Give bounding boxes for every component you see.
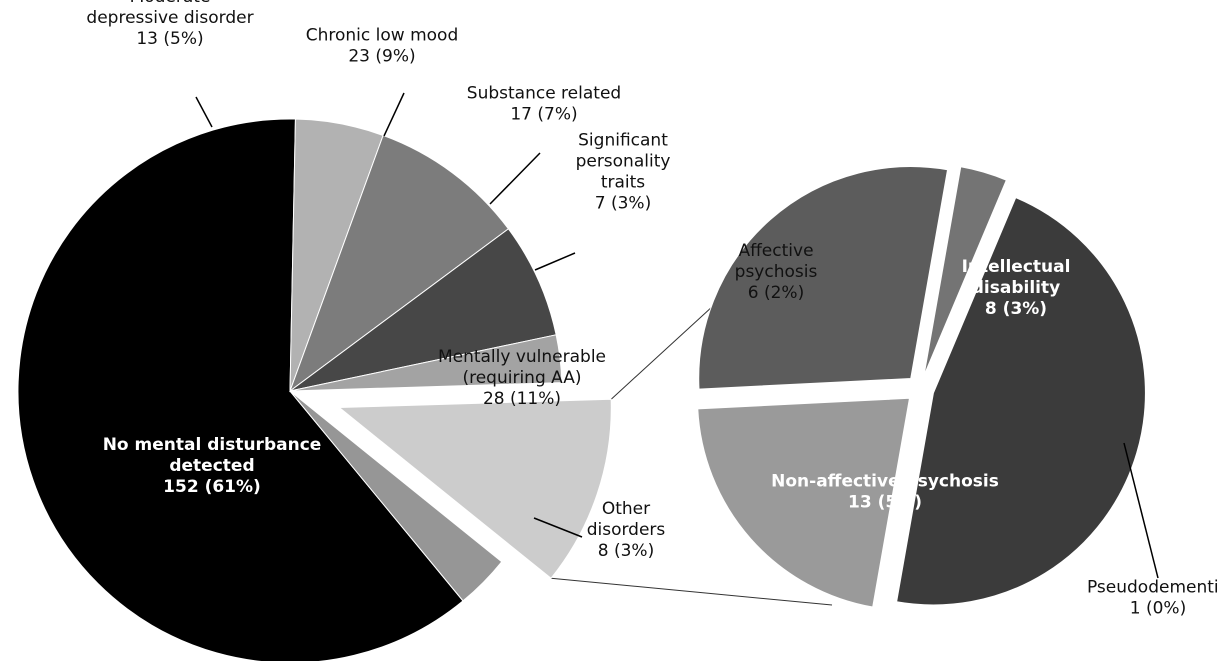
label-other-disorders-line-0: Other	[602, 499, 650, 519]
detail-slice-non-affective-psychosis	[896, 196, 1146, 606]
detail-slice-affective-psychosis	[697, 397, 911, 608]
main-slice-other-disorders	[289, 390, 503, 602]
leader-line-moderate-depressive-disorder	[195, 96, 213, 128]
label-chronic-low-mood-line-0: Chronic low mood	[306, 26, 459, 46]
label-non-affective-psychosis-line-0: Non-affective psychosis	[771, 472, 999, 492]
label-intellectual-disability-line-0: Intellectual	[962, 257, 1071, 277]
leader-lines	[195, 92, 1159, 579]
connector-line-bottom	[550, 577, 833, 606]
main-slice-chronic-low-mood	[288, 134, 510, 393]
label-other-disorders-line-2: 8 (3%)	[598, 541, 654, 561]
label-substance-related-line-1: 17 (7%)	[510, 105, 577, 125]
label-chronic-low-mood-line-1: 23 (9%)	[348, 47, 415, 67]
label-intellectual-disability-line-1: disability	[972, 278, 1060, 298]
main-slice-substance-related	[289, 228, 557, 392]
detail-pie	[697, 166, 1146, 608]
label-affective-psychosis-line-0: Affective	[738, 241, 813, 261]
label-pseudodementia-line-1: 1 (0%)	[1130, 599, 1186, 619]
leader-line-pseudodementia	[1123, 442, 1159, 579]
label-mentally-vulnerable-line-0: Mentally vulnerable	[438, 347, 606, 367]
leader-line-chronic-low-mood	[383, 92, 405, 137]
label-no-mental-disturbance-line-1: detected	[169, 456, 254, 476]
main-pie	[17, 118, 612, 664]
label-significant-personality-traits-line-1: personality	[576, 152, 671, 172]
main-slice-mentally-vulnerable	[337, 398, 612, 580]
main-slice-significant-personality-traits	[289, 334, 563, 392]
label-other-disorders-line-1: disorders	[587, 520, 666, 540]
detail-slice-pseudodementia	[923, 166, 1007, 376]
label-affective-psychosis-line-1: psychosis	[735, 262, 818, 282]
label-mentally-vulnerable: Mentally vulnerable(requiring AA)28 (11%…	[438, 347, 606, 409]
label-no-mental-disturbance-line-2: 152 (61%)	[163, 477, 261, 497]
label-moderate-depressive-disorder-line-0: Moderate	[130, 0, 211, 7]
detail-slice-intellectual-disability	[698, 166, 949, 390]
label-non-affective-psychosis-line-1: 13 (5%)	[848, 493, 922, 513]
leader-line-significant-personality-traits	[534, 252, 576, 271]
label-no-mental-disturbance-line-0: No mental disturbance	[103, 435, 322, 455]
label-mentally-vulnerable-line-1: (requiring AA)	[462, 368, 581, 388]
label-pseudodementia-line-0: Pseudodementia	[1087, 578, 1219, 598]
label-moderate-depressive-disorder-line-2: 13 (5%)	[136, 29, 203, 49]
label-intellectual-disability-line-2: 8 (3%)	[985, 299, 1047, 319]
label-affective-psychosis-line-2: 6 (2%)	[748, 283, 804, 303]
label-mentally-vulnerable-line-2: 28 (11%)	[483, 389, 561, 409]
leader-line-other-disorders	[533, 517, 583, 538]
label-significant-personality-traits-line-0: Significant	[578, 131, 668, 151]
label-moderate-depressive-disorder-line-1: depressive disorder	[86, 8, 253, 28]
label-substance-related-line-0: Substance related	[467, 84, 621, 104]
label-significant-personality-traits-line-3: 7 (3%)	[595, 194, 651, 214]
leader-line-substance-related	[489, 152, 541, 205]
label-significant-personality-traits-line-2: traits	[601, 173, 645, 193]
